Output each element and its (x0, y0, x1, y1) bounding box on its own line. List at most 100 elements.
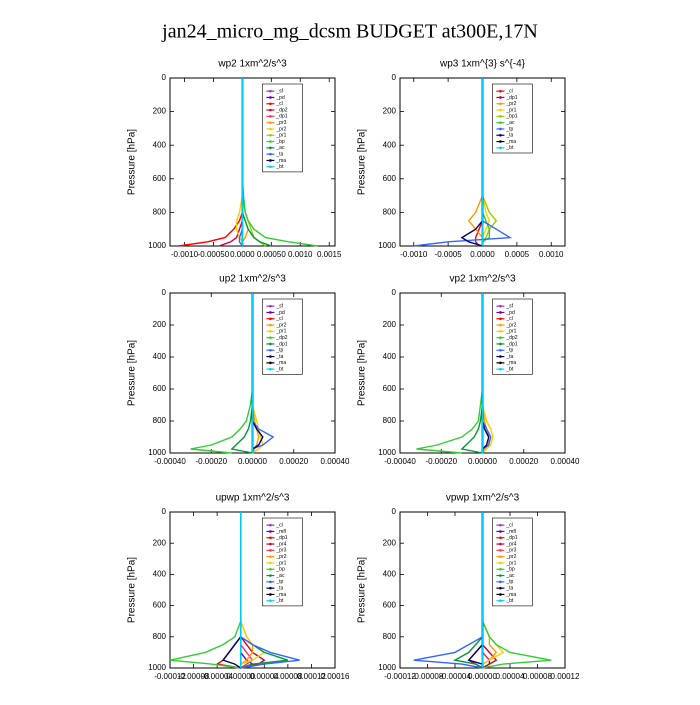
legend-label: _cl (275, 522, 282, 528)
y-tick-label: 600 (383, 384, 397, 393)
legend-marker (269, 536, 272, 540)
legend-marker (499, 555, 502, 558)
legend-label: _tp (505, 348, 513, 354)
legend-marker (499, 121, 502, 124)
y-tick-label: 0 (392, 288, 397, 297)
legend-label: _pr1 (275, 560, 286, 566)
y-tick-label: 1000 (378, 448, 396, 457)
legend-label: _bp (275, 139, 285, 145)
legend-marker (269, 348, 272, 352)
legend-label: _dp1 (275, 535, 287, 541)
y-tick-label: 200 (153, 107, 167, 116)
legend-box (492, 298, 533, 375)
legend-marker (499, 115, 502, 118)
x-tick-label: 0.0000 (230, 250, 255, 259)
legend-marker (269, 304, 272, 308)
legend-label: _bt (505, 145, 514, 151)
legend-marker (269, 159, 272, 162)
legend-marker (269, 530, 272, 533)
legend-label: _ta (505, 585, 513, 591)
legend-label: _sf (275, 303, 283, 309)
legend-marker (269, 121, 272, 124)
y-tick-label: 400 (153, 570, 167, 579)
y-tick-label: 0 (162, 507, 167, 516)
legend-marker (269, 574, 272, 577)
legend-label: _dp1 (505, 535, 517, 541)
legend-marker (269, 133, 272, 137)
x-tick-label: -0.00050 (198, 250, 230, 259)
y-tick-label: 1000 (148, 448, 166, 457)
figure-title: jan24_micro_mg_dcsm BUDGET at300E,17N (161, 21, 538, 43)
legend-box (262, 517, 303, 607)
legend-label: _pd (275, 95, 285, 101)
legend-label: _bp1 (505, 114, 517, 120)
x-tick-label: 0.00020 (279, 457, 308, 466)
legend-label: _pr2 (275, 322, 286, 328)
legend-label: _pr1 (275, 329, 286, 335)
legend-label: _pr2 (275, 554, 286, 560)
legend-marker (499, 108, 502, 112)
legend-label: _pr3 (505, 548, 516, 554)
legend-marker (269, 165, 272, 169)
legend-marker (269, 336, 272, 339)
y-tick-label: 400 (153, 352, 167, 361)
x-tick-label: 0.00020 (509, 457, 538, 466)
legend-marker (499, 127, 502, 131)
legend-label: _bt (505, 366, 514, 372)
legend-label: _dp1 (505, 95, 517, 101)
legend-label: _ma (505, 592, 516, 598)
y-tick-label: 0 (392, 507, 397, 516)
legend-label: _tp (275, 348, 283, 354)
legend-marker (269, 108, 272, 112)
legend-label: _pr4 (505, 541, 516, 547)
x-tick-label: -0.00008 (178, 672, 210, 681)
legend-label: _tp (275, 579, 283, 585)
legend-label: _pr2 (505, 554, 516, 560)
legend-label: _ta (275, 354, 283, 360)
x-tick-label: -0.00008 (412, 672, 444, 681)
y-tick-label: 800 (153, 416, 167, 425)
legend-marker (269, 152, 272, 156)
legend-marker (499, 89, 502, 93)
legend-label: _pr2 (275, 126, 286, 132)
legend-marker (269, 355, 272, 358)
legend-marker (499, 561, 502, 565)
legend-label: _ac (505, 120, 515, 126)
legend-marker (499, 599, 502, 603)
legend-label: _bt (275, 598, 284, 604)
panel-title: up2 1xm^2/s^3 (219, 274, 286, 285)
panel-title: upwp 1xm^2/s^3 (216, 493, 290, 504)
legend-marker (499, 361, 502, 365)
x-tick-label: -0.00040 (384, 457, 416, 466)
y-tick-label: 800 (153, 632, 167, 641)
legend-label: _pr3 (275, 548, 286, 554)
legend-label: _bt (275, 164, 284, 170)
y-tick-label: 200 (153, 320, 167, 329)
legend-marker (269, 96, 272, 99)
y-tick-label: 600 (153, 384, 167, 393)
x-tick-label: -0.00004 (439, 672, 471, 681)
legend-box (262, 83, 303, 173)
legend-label: _ac (275, 145, 285, 151)
plot-frame (169, 511, 336, 669)
x-tick-label: 0.0005 (505, 250, 530, 259)
legend-label: _pd (275, 310, 285, 316)
y-tick-label: 0 (162, 73, 167, 82)
x-tick-label: 0.00000 (226, 672, 255, 681)
panel-title: wp3 1xm^{3} s^{-4} (439, 59, 526, 70)
legend-marker (499, 549, 502, 552)
legend-marker (499, 355, 502, 358)
legend-marker (499, 140, 502, 143)
y-tick-label: 1000 (148, 241, 166, 250)
x-tick-label: 0.00040 (551, 457, 580, 466)
x-tick-label: -0.00040 (154, 457, 186, 466)
x-tick-label: 0.0000 (470, 250, 495, 259)
panel-title: vp2 1xm^2/s^3 (449, 274, 516, 285)
y-tick-label: 800 (153, 208, 167, 217)
y-tick-label: 600 (383, 601, 397, 610)
y-tick-label: 800 (383, 632, 397, 641)
legend-label: _ma (275, 158, 286, 164)
legend-label: _sf (275, 88, 283, 94)
legend-marker (499, 323, 502, 327)
x-tick-label: 0.00000 (238, 457, 267, 466)
